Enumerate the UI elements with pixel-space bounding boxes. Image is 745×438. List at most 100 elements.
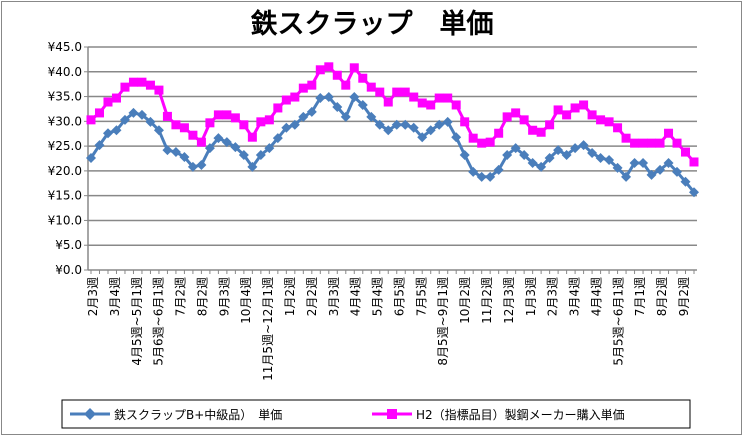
data-point — [510, 143, 521, 154]
data-point — [519, 115, 529, 125]
data-point — [638, 157, 649, 168]
series-line — [89, 94, 696, 194]
chart-title: 鉄スクラップ 単価 — [251, 8, 494, 40]
data-point — [205, 118, 215, 128]
data-point — [375, 87, 385, 97]
x-tick-label: 12月3週 — [502, 277, 516, 324]
data-point — [290, 92, 300, 102]
data-point — [204, 143, 215, 154]
data-point — [434, 119, 445, 130]
data-point — [409, 92, 419, 102]
data-point — [86, 115, 96, 125]
data-point — [239, 120, 249, 130]
data-point — [493, 164, 504, 175]
data-point — [383, 97, 393, 107]
data-point — [689, 187, 699, 198]
data-point — [681, 147, 691, 157]
data-point — [417, 132, 428, 143]
data-point — [629, 157, 640, 168]
x-tick-label: 2月2週 — [305, 277, 319, 316]
data-point — [264, 115, 274, 125]
data-point — [162, 111, 172, 121]
data-point — [264, 143, 275, 154]
x-tick-label: 8月2週 — [655, 277, 669, 316]
data-point — [179, 152, 190, 163]
data-point — [341, 80, 351, 90]
data-point — [187, 161, 198, 172]
data-point — [128, 107, 139, 118]
x-tick-label: 11月2週 — [480, 277, 494, 324]
x-tick-label: 7月5週 — [414, 277, 428, 316]
data-point — [349, 92, 360, 103]
data-point — [332, 101, 343, 112]
data-point — [255, 150, 266, 161]
data-point — [468, 133, 478, 143]
y-axis-ticks: ¥0.0 ¥5.0 ¥10.0 ¥15.0 ¥20.0 ¥25.0 ¥30.0 ¥35.0 ¥4… — [48, 40, 88, 277]
data-point — [196, 137, 206, 147]
data-point — [646, 169, 657, 180]
data-point — [153, 125, 164, 136]
data-point — [417, 98, 427, 108]
data-point — [621, 133, 631, 143]
data-point — [137, 77, 147, 87]
data-point — [298, 111, 309, 122]
x-tick-label: 5月5週~6月1週 — [611, 277, 625, 366]
data-point — [485, 171, 496, 182]
data-point — [595, 153, 606, 164]
data-point — [213, 110, 223, 120]
data-point — [94, 140, 105, 151]
data-point — [281, 95, 291, 105]
data-point — [111, 125, 122, 136]
data-point — [358, 73, 368, 83]
data-point — [332, 70, 342, 80]
data-point — [171, 120, 181, 130]
x-tick-label: 1月2週 — [283, 277, 297, 316]
y-tick-label: ¥10.0 — [48, 213, 82, 227]
x-tick-label: 4月4週 — [349, 277, 363, 316]
y-tick-label: ¥35.0 — [48, 90, 82, 104]
y-tick-label: ¥45.0 — [48, 40, 82, 54]
data-point — [459, 150, 470, 161]
data-point — [324, 62, 334, 72]
data-point — [298, 83, 308, 93]
data-point — [664, 128, 674, 138]
data-point — [340, 111, 351, 122]
x-tick-label: 7月2週 — [174, 277, 188, 316]
data-point — [527, 157, 538, 168]
x-tick-label: 5月6週~6月1週 — [152, 277, 166, 366]
data-point — [145, 116, 156, 127]
data-point — [306, 106, 317, 117]
data-point — [315, 93, 326, 104]
data-point — [281, 122, 292, 133]
data-point — [103, 97, 113, 107]
series-line — [90, 65, 696, 163]
data-point — [680, 176, 691, 187]
data-point — [443, 93, 453, 103]
data-point — [477, 138, 487, 148]
data-point — [273, 103, 283, 113]
data-point — [621, 171, 632, 182]
data-point — [604, 154, 615, 165]
data-point — [485, 137, 495, 147]
x-tick-label: 3月4週 — [108, 277, 122, 316]
data-point — [128, 77, 138, 87]
data-point — [442, 116, 453, 127]
x-tick-label: 2月3週 — [86, 277, 100, 316]
x-tick-label: 6月5週 — [392, 277, 406, 316]
data-point — [655, 164, 666, 175]
data-point — [689, 157, 699, 167]
data-point — [400, 119, 411, 130]
data-point — [587, 148, 598, 159]
data-point — [655, 138, 665, 148]
data-point — [502, 150, 513, 161]
data-point — [647, 138, 657, 148]
series-group — [86, 62, 699, 198]
data-point — [663, 157, 674, 168]
data-point — [111, 93, 121, 103]
data-point — [366, 82, 376, 92]
data-point — [672, 166, 683, 177]
data-point — [426, 100, 436, 110]
x-tick-label: 4月5週~5月1週 — [130, 277, 144, 366]
legend-diamond-icon — [84, 408, 96, 420]
x-tick-label: 7月1週 — [633, 277, 647, 316]
